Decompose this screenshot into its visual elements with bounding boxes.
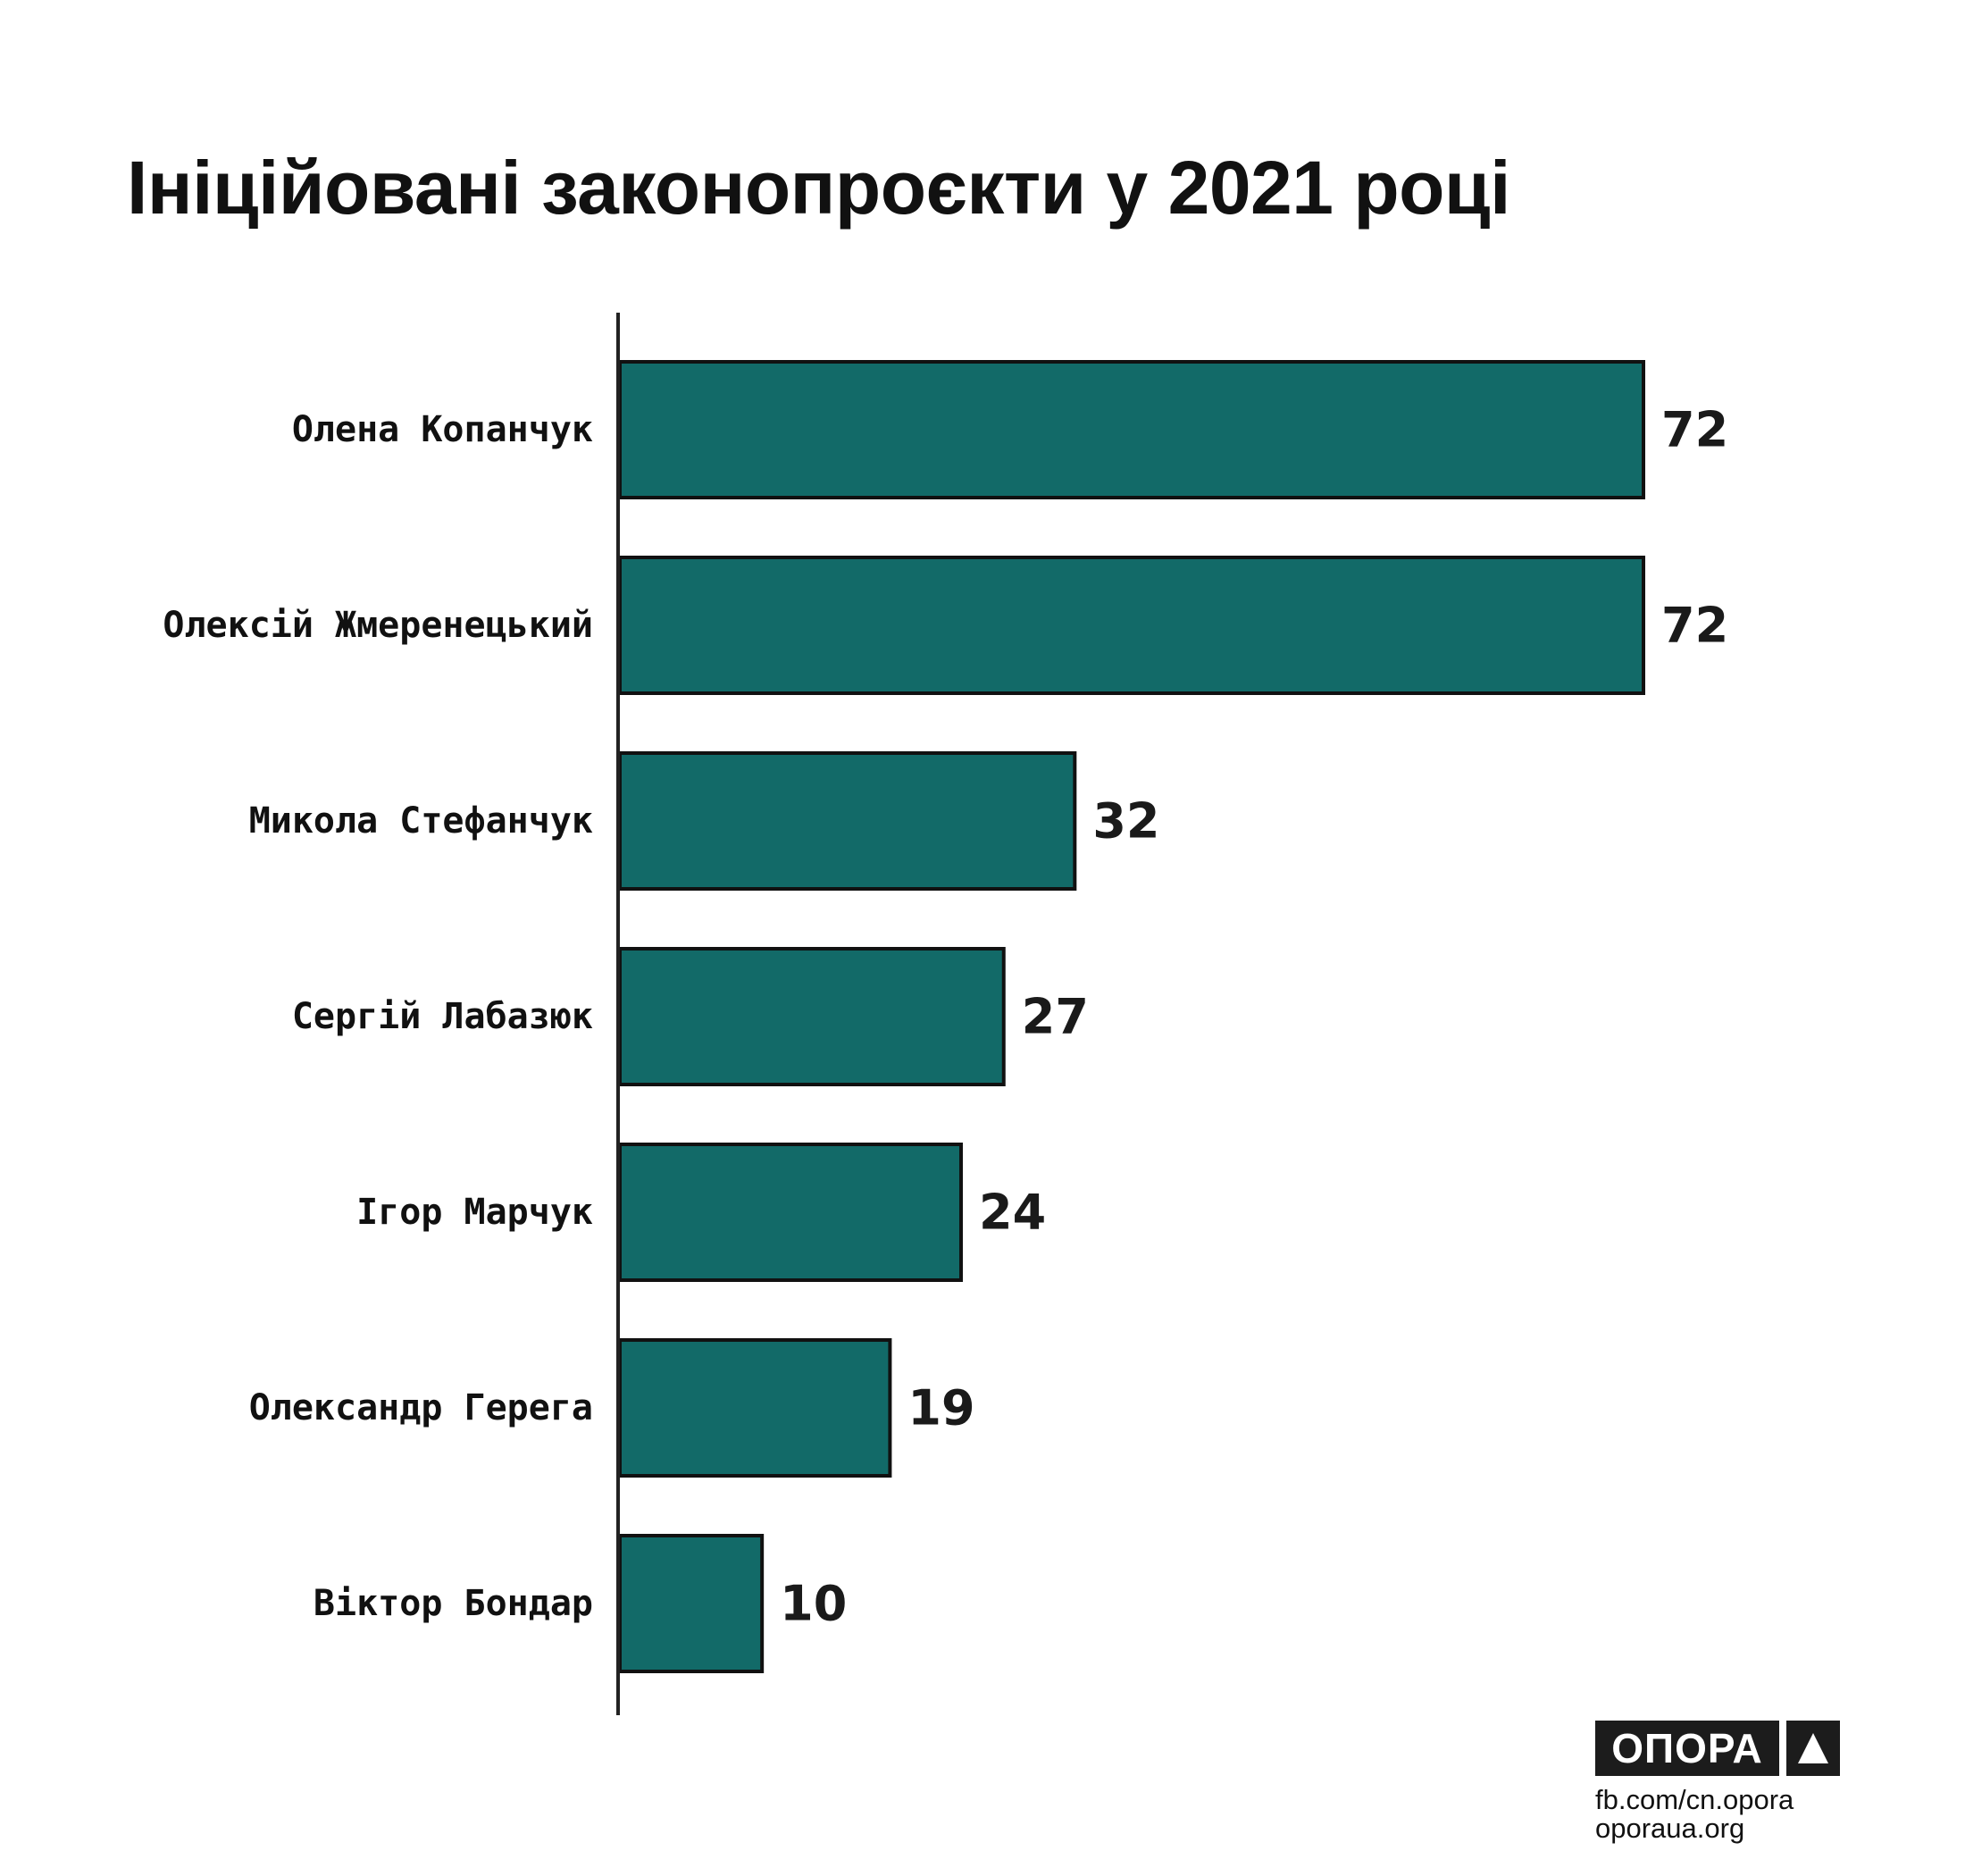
value-label-2: 32: [1092, 793, 1159, 850]
opora-logo: ОПОРА: [1595, 1721, 1840, 1776]
value-label-4: 24: [979, 1185, 1046, 1241]
value-label-1: 72: [1661, 598, 1728, 654]
category-label-6: Віктор Бондар: [314, 1583, 593, 1624]
value-label-6: 10: [780, 1576, 847, 1632]
category-label-3: Сергій Лабазюк: [292, 996, 593, 1037]
category-label-2: Микола Стефанчук: [249, 800, 593, 842]
bar-4: [618, 1143, 963, 1282]
category-label-5: Олександр Герега: [249, 1387, 593, 1428]
bar-5: [618, 1338, 892, 1478]
category-label-0: Олена Копанчук: [292, 409, 593, 450]
bar-1: [618, 556, 1645, 695]
category-label-4: Ігор Марчук: [356, 1192, 593, 1233]
value-label-3: 27: [1022, 989, 1089, 1045]
value-label-0: 72: [1661, 402, 1728, 458]
logo-text: ОПОРА: [1595, 1721, 1779, 1776]
facebook-link[interactable]: fb.com/cn.opora: [1595, 1784, 1794, 1815]
triangle-icon: [1786, 1721, 1840, 1776]
bar-2: [618, 751, 1077, 891]
website-link[interactable]: oporaua.org: [1595, 1813, 1745, 1844]
bars-layer: Олена Копанчук 72 Олексій Жмеренецький 72 Ми…: [163, 360, 1728, 1673]
value-label-5: 19: [907, 1380, 974, 1436]
category-label-1: Олексій Жмеренецький: [163, 605, 593, 646]
chart-title: Ініційовані законопроєкти у 2021 році: [127, 146, 1510, 230]
bar-3: [618, 947, 1006, 1086]
bar-0: [618, 360, 1645, 499]
bar-6: [618, 1534, 765, 1673]
